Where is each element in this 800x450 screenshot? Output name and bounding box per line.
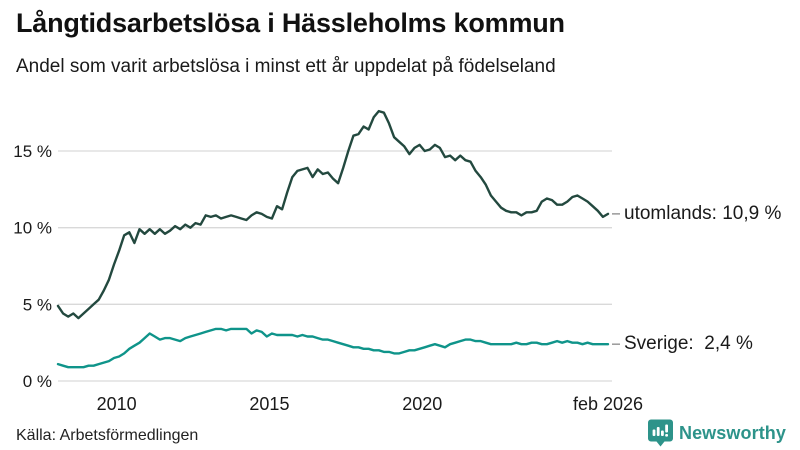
source-note: Källa: Arbetsförmedlingen: [16, 427, 199, 444]
y-axis-tick-labels: 0 % 5 % 10 % 15 %: [13, 142, 52, 391]
x-axis-tick-labels: 2010 2015 2020 feb 2026: [97, 394, 643, 414]
x-tick-label: 2020: [402, 394, 442, 414]
newsworthy-icon: [647, 419, 673, 447]
y-tick-label: 0 %: [23, 372, 52, 391]
x-tick-label: feb 2026: [573, 394, 643, 414]
series-line-sverige: [56, 327, 610, 369]
y-tick-label: 10 %: [13, 219, 52, 238]
y-tick-label: 15 %: [13, 142, 52, 161]
newsworthy-logo[interactable]: Newsworthy: [647, 419, 786, 447]
series-end-dashes: [612, 213, 620, 345]
newsworthy-wordmark: Newsworthy: [678, 422, 786, 443]
series-label-sverige: Sverige: 2,4 %: [624, 333, 753, 354]
chart-title: Långtidsarbetslösa i Hässleholms kommun: [16, 8, 565, 38]
x-tick-label: 2010: [97, 394, 137, 414]
y-tick-label: 5 %: [23, 295, 52, 314]
series-lines: [56, 109, 610, 369]
chart-subtitle: Andel som varit arbetslösa i minst ett å…: [16, 56, 556, 77]
series-label-utomlands: utomlands: 10,9 %: [624, 203, 782, 224]
x-tick-label: 2015: [249, 394, 289, 414]
gridlines: [58, 150, 612, 382]
series-line-utomlands: [56, 109, 610, 320]
